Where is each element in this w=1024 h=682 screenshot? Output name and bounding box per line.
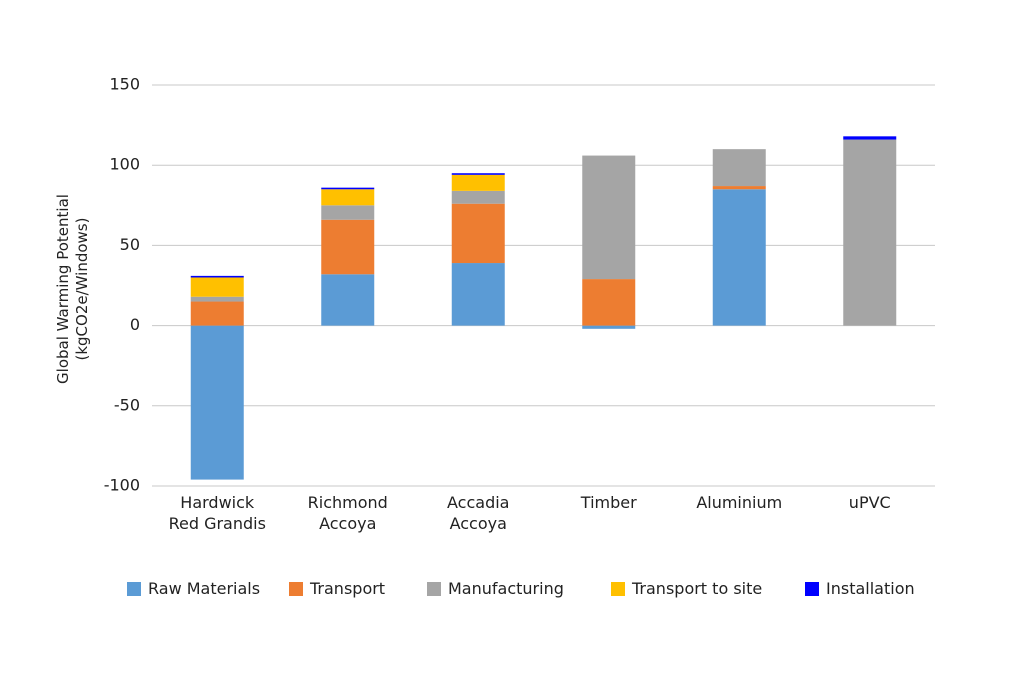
bar-segment xyxy=(843,136,897,140)
bar-segment xyxy=(190,277,244,297)
bar-segment xyxy=(321,219,375,275)
y-tick-label: 0 xyxy=(130,315,140,334)
bar-segment xyxy=(451,174,505,191)
bar-segment xyxy=(451,203,505,264)
legend-item: Installation xyxy=(805,579,915,598)
y-tick-label: 150 xyxy=(109,75,140,94)
legend-label: Manufacturing xyxy=(448,579,564,598)
legend-item: Raw Materials xyxy=(127,579,260,598)
legend-item: Transport to site xyxy=(611,579,762,598)
x-tick-label: Accadia Accoya xyxy=(447,493,510,533)
bar-segment xyxy=(321,274,375,326)
bar-segment xyxy=(190,301,244,326)
y-tick-label: 50 xyxy=(120,235,140,254)
bar-segment xyxy=(321,205,375,220)
bar-segment xyxy=(843,139,897,326)
legend-label: Transport xyxy=(310,579,386,598)
legend-label: Transport to site xyxy=(632,579,763,598)
bar-segment xyxy=(712,189,766,326)
x-tick-label: Hardwick Red Grandis xyxy=(168,493,266,533)
legend-swatch xyxy=(289,581,303,596)
bar-segment xyxy=(451,190,505,204)
legend-label: Raw Materials xyxy=(148,579,261,598)
x-tick-label: uPVC xyxy=(848,493,891,512)
x-tick-label: Richmond Accoya xyxy=(307,493,388,533)
legend-swatch xyxy=(427,581,441,596)
bar-segment xyxy=(190,275,244,278)
bar-segment xyxy=(451,263,505,326)
bar-segment xyxy=(582,325,636,329)
bar-segment xyxy=(190,296,244,302)
bar-segment xyxy=(321,187,375,190)
legend-item: Manufacturing xyxy=(427,579,564,598)
bar-segment xyxy=(582,279,636,326)
legend-swatch xyxy=(611,581,625,596)
x-tick-label: Timber xyxy=(580,493,637,512)
legend-swatch xyxy=(805,581,819,596)
legend-label: Installation xyxy=(826,579,915,598)
bar-segment xyxy=(712,186,766,190)
y-tick-label: -100 xyxy=(104,476,140,495)
bar-segment xyxy=(321,189,375,206)
y-axis-title: Global Warming Potential (kgCO2e/Windows… xyxy=(54,194,91,384)
x-tick-label: Aluminium xyxy=(696,493,783,512)
y-tick-label: -50 xyxy=(114,395,140,414)
bar-segment xyxy=(582,155,636,280)
bar-segment xyxy=(712,149,766,187)
bar-segment xyxy=(451,173,505,175)
legend-swatch xyxy=(127,581,141,596)
y-tick-label: 100 xyxy=(109,155,140,174)
legend-item: Transport xyxy=(289,579,385,598)
bar-segment xyxy=(190,325,244,480)
